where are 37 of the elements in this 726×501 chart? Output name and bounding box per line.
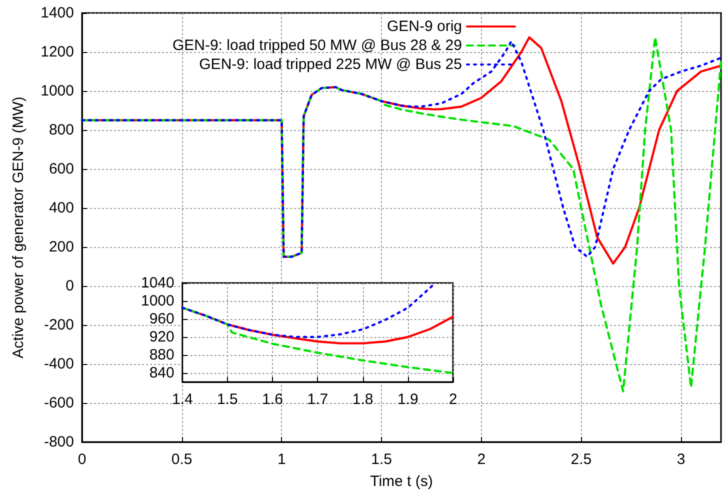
x-tick-label: 2 — [477, 451, 486, 468]
y-tick-label: 1000 — [40, 82, 74, 100]
x-tick-label: 1.5 — [217, 391, 238, 408]
y-tick-label: -200 — [44, 316, 74, 334]
legend-label: GEN-9: load tripped 225 MW @ Bus 25 — [199, 56, 462, 73]
x-tick-label: 1.9 — [397, 391, 418, 408]
x-tick-label: 1.5 — [371, 451, 392, 468]
y-tick-label: -800 — [44, 434, 74, 450]
y-tick-label: 1200 — [40, 44, 74, 60]
y-tick-label: 1040 — [140, 274, 174, 292]
x-tick-label: 1.4 — [172, 391, 193, 408]
x-tick-label: 2 — [448, 391, 458, 408]
x-tick-label: 1.8 — [352, 391, 374, 408]
x-tick-label: 1 — [278, 451, 286, 468]
y-tick-label: 880 — [149, 346, 174, 364]
x-tick-label: 1.6 — [262, 391, 284, 408]
y-tick-label: 920 — [149, 328, 174, 346]
legend-label: GEN-9: load tripped 50 MW @ Bus 28 & 29 — [172, 37, 462, 54]
y-tick-label: 600 — [48, 160, 74, 178]
x-tick-label: 0.5 — [171, 451, 192, 468]
y-tick-label: 400 — [48, 200, 74, 216]
y-tick-label: 800 — [48, 122, 74, 138]
y-tick-label: 0 — [66, 278, 74, 294]
x-tick-label: 0 — [78, 451, 86, 468]
legend-label: GEN-9 orig — [386, 18, 462, 35]
x-tick-label: 2.5 — [570, 451, 592, 468]
y-tick-label: 1000 — [140, 292, 174, 310]
y-axis-title: Active power of generator GEN-9 (MW) — [10, 96, 27, 358]
y-tick-label: -400 — [44, 356, 74, 372]
x-tick-label: 3 — [676, 451, 686, 468]
y-tick-label: 1400 — [40, 4, 74, 22]
y-tick-label: 960 — [149, 310, 174, 328]
x-tick-label: 1.7 — [307, 391, 328, 408]
y-tick-label: -600 — [44, 394, 74, 412]
x-axis-title: Time t (s) — [370, 473, 433, 490]
y-tick-label: 840 — [149, 364, 174, 382]
y-tick-label: 200 — [48, 238, 74, 256]
